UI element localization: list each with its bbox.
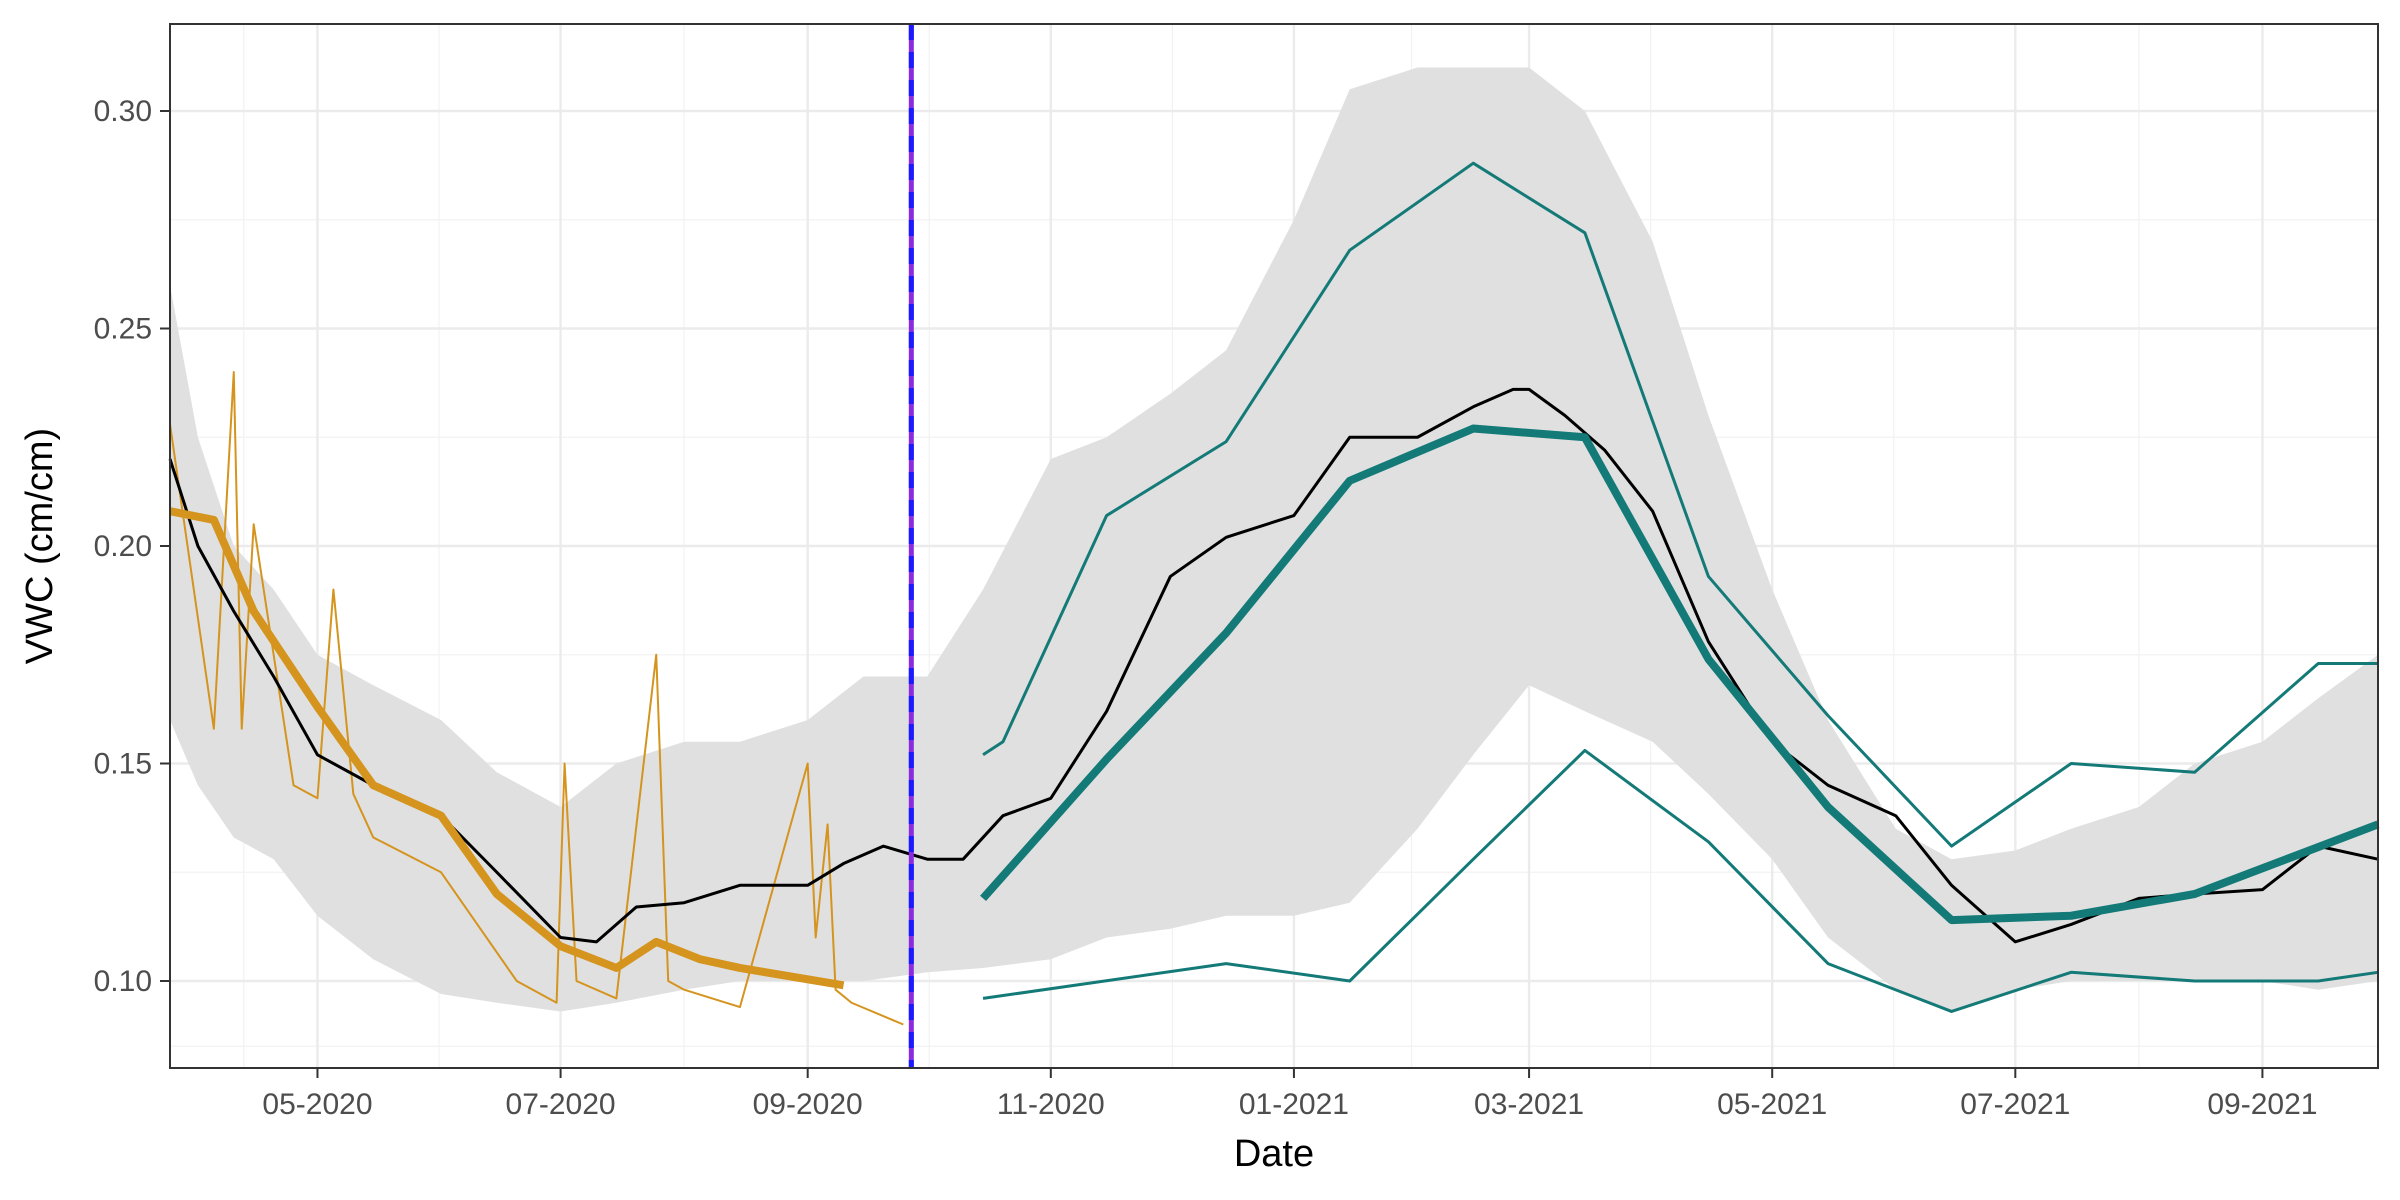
y-axis-title: VWC (cm/cm) — [19, 428, 61, 664]
x-axis-ticks: 05-2020 07-2020 09-2020 11-2020 01-2021 03-20… — [262, 1068, 2317, 1121]
y-tick-label: 0.10 — [94, 965, 152, 998]
uncertainty-band — [170, 67, 2378, 1012]
x-tick-label: 05-2021 — [1717, 1088, 1827, 1121]
teal-upper-series-line — [982, 161, 2378, 848]
x-tick-label: 11-2020 — [997, 1088, 1105, 1121]
x-axis-title: Date — [1234, 1133, 1314, 1175]
y-axis-ticks: 0.10 0.15 0.20 0.25 0.30 — [94, 95, 170, 998]
x-tick-label: 05-2020 — [262, 1088, 372, 1121]
y-tick-label: 0.20 — [94, 530, 152, 563]
x-tick-label: 09-2021 — [2207, 1088, 2317, 1121]
teal-lower-series-line — [982, 748, 2379, 1013]
series-layer — [168, 161, 2380, 1026]
y-tick-label: 0.30 — [94, 95, 152, 128]
orange-thin-series-line — [169, 371, 904, 1026]
x-tick-label: 09-2020 — [753, 1088, 863, 1121]
observed-series-line — [168, 387, 2379, 944]
x-tick-label: 07-2021 — [1960, 1088, 2070, 1121]
uncertainty-band-layer — [170, 67, 2378, 1012]
x-tick-label: 03-2021 — [1474, 1088, 1584, 1121]
orange-thick-series-line — [169, 507, 845, 990]
y-tick-label: 0.25 — [94, 313, 152, 346]
teal-median-series-line — [980, 424, 2380, 925]
x-tick-label: 07-2020 — [506, 1088, 616, 1121]
x-tick-label: 01-2021 — [1239, 1088, 1349, 1121]
y-tick-label: 0.15 — [94, 748, 152, 781]
